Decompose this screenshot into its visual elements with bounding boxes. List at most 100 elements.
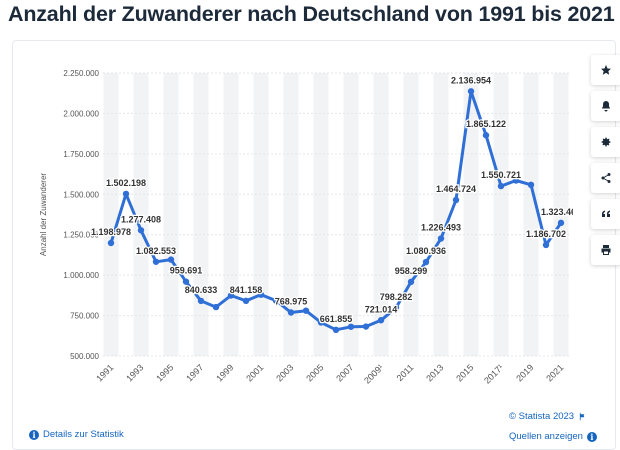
data-label: 1.226.493 [421, 223, 461, 233]
data-label: 1.464.724 [436, 184, 476, 194]
x-tick-label: 2007 [334, 362, 355, 383]
x-tick-label: 1999 [214, 362, 235, 383]
y-tick-label: 1.750.000 [63, 150, 99, 159]
data-label: 1.082.553 [136, 246, 176, 256]
data-point [482, 132, 490, 139]
sources-label: Quellen anzeigen [509, 431, 583, 442]
data-point [302, 307, 310, 314]
x-tick-label: 2015 [454, 362, 475, 383]
background-band [223, 73, 239, 356]
notification-button[interactable] [591, 91, 620, 121]
background-band [523, 73, 539, 356]
data-label: 841.158 [230, 285, 263, 295]
x-tick-label: 2013 [424, 362, 445, 383]
background-band [373, 73, 389, 356]
background-band [133, 73, 149, 356]
y-tick-label: 1.000.000 [63, 271, 99, 280]
copyright-text: © Statista 2023 [509, 411, 575, 422]
data-label: 1.198.978 [91, 227, 131, 237]
data-label: 1.865.122 [466, 119, 506, 129]
x-tick-label: 2009¹ [362, 362, 385, 385]
data-point [497, 182, 505, 190]
background-band [253, 73, 269, 356]
background-band [433, 73, 449, 356]
data-point [137, 227, 145, 234]
data-label: 1.323.466 [541, 207, 573, 217]
print-button[interactable] [591, 235, 620, 265]
data-point [362, 323, 370, 330]
background-band [343, 73, 359, 356]
info-icon: i [586, 431, 597, 442]
x-tick-label: 2001 [244, 362, 265, 383]
data-point [212, 303, 220, 311]
favorite-button[interactable] [591, 55, 620, 85]
data-point [512, 177, 520, 184]
y-tick-label: 1.250.000 [63, 231, 99, 240]
data-point [197, 297, 205, 305]
x-tick-label: 2021 [544, 362, 565, 383]
data-point [332, 326, 340, 334]
x-tick-label: 2011 [395, 362, 416, 383]
background-band [493, 73, 509, 356]
background-band [163, 73, 179, 356]
data-point [317, 319, 325, 326]
gear-icon [601, 137, 611, 147]
background-band [283, 73, 299, 356]
chart-card: 500.000 750.000 1.000.000 1.250.000 1.500.00… [12, 40, 620, 450]
data-point [542, 241, 550, 249]
sources-link[interactable]: Quellen anzeigen i [509, 431, 597, 442]
x-tick-label: 2019 [514, 362, 535, 383]
copyright-link[interactable]: © Statista 2023 [509, 411, 587, 422]
details-label: Details zur Statistik [43, 429, 124, 440]
y-axis-title: Anzahl der Zuwanderer [39, 173, 48, 256]
data-point [407, 278, 415, 286]
data-point [422, 258, 430, 266]
background-band [103, 73, 119, 356]
data-point [257, 291, 265, 298]
data-point [182, 278, 190, 285]
settings-button[interactable] [591, 127, 620, 157]
data-point [227, 292, 235, 299]
data-label: 1.186.702 [526, 229, 566, 239]
background-band [403, 73, 419, 356]
x-tick-label: 1995 [154, 362, 175, 383]
data-point [557, 219, 565, 227]
x-tick-label: 1993 [124, 362, 145, 383]
data-label: 721.014 [365, 304, 398, 314]
data-label: 1.080.936 [406, 246, 446, 256]
x-tick-label: 1991 [94, 362, 115, 383]
y-tick-label: 2.000.000 [63, 109, 99, 118]
data-label: 768.975 [275, 297, 308, 307]
data-point [152, 258, 160, 265]
page-title: Anzahl der Zuwanderer nach Deutschland v… [8, 2, 615, 26]
x-tick-label: 2017¹ [482, 362, 505, 385]
data-point [242, 297, 250, 305]
data-point [377, 317, 385, 324]
data-point [272, 297, 280, 304]
data-label: 1.550.721 [481, 170, 521, 180]
flag-icon [579, 412, 585, 421]
data-label: 661.855 [320, 314, 353, 324]
x-tick-label: 2003 [274, 362, 295, 383]
data-label: 1.502.198 [106, 178, 146, 188]
details-link[interactable]: i Details zur Statistik [29, 429, 124, 440]
data-label: 840.633 [185, 285, 218, 295]
data-point [452, 196, 460, 204]
quote-icon [602, 210, 610, 217]
data-point [287, 309, 295, 316]
data-point [527, 181, 535, 189]
line-chart: 500.000 750.000 1.000.000 1.250.000 1.500.00… [39, 69, 573, 386]
data-label: 798.282 [380, 292, 413, 302]
y-tick-label: 500.000 [70, 352, 99, 361]
data-point [167, 256, 175, 263]
star-icon [601, 65, 611, 75]
y-tick-label: 2.250.000 [63, 69, 99, 78]
data-label: 2.136.954 [451, 75, 491, 85]
y-tick-label: 1.500.000 [63, 190, 99, 199]
data-point [392, 304, 400, 311]
share-button[interactable] [591, 163, 620, 193]
cite-button[interactable] [591, 199, 620, 229]
bell-icon [602, 101, 610, 112]
data-point [467, 88, 475, 95]
background-band [313, 73, 329, 356]
